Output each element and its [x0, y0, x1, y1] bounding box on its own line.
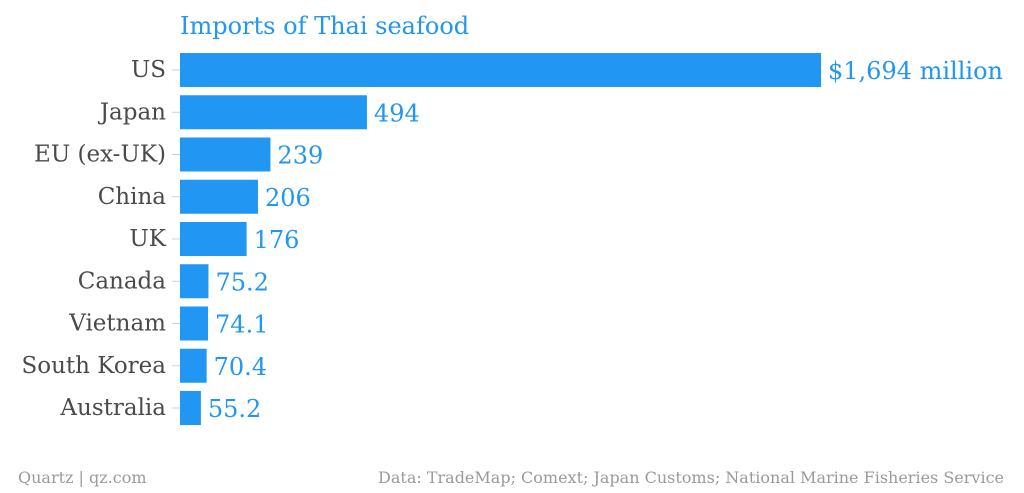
- category-label-us: US: [131, 57, 166, 83]
- bar-canada: [180, 264, 209, 299]
- category-label-canada: Canada: [78, 268, 167, 294]
- value-label-us: $1,694 million: [828, 57, 1003, 85]
- chart-title: Imports of Thai seafood: [180, 12, 469, 40]
- category-label-eu-ex-uk: EU (ex-UK): [34, 142, 166, 168]
- bars-layer: US $1,694 million Japan 494 EU (ex-UK) 239 Chi…: [21, 53, 1003, 425]
- bar-japan: [180, 95, 367, 130]
- category-label-china: China: [98, 184, 167, 210]
- bar-us: [180, 53, 821, 87]
- value-label-uk: 176: [254, 226, 300, 254]
- bar-vietnam: [180, 306, 209, 341]
- footer-credit: Quartz | qz.com: [18, 468, 147, 487]
- value-label-canada: 75.2: [215, 268, 268, 296]
- value-label-japan: 494: [374, 99, 420, 127]
- bar-uk: [180, 222, 247, 256]
- category-label-south-korea: South Korea: [21, 353, 166, 379]
- bar-eu-ex-uk: [180, 137, 271, 172]
- value-label-south-korea: 70.4: [214, 353, 267, 381]
- value-label-australia: 55.2: [208, 395, 261, 423]
- value-label-eu-ex-uk: 239: [277, 142, 323, 170]
- category-label-vietnam: Vietnam: [68, 311, 166, 337]
- bar-china: [180, 179, 258, 214]
- category-label-australia: Australia: [59, 395, 166, 421]
- value-label-china: 206: [265, 184, 311, 212]
- bar-south-korea: [180, 348, 207, 383]
- value-label-vietnam: 74.1: [215, 311, 268, 339]
- footer-source: Data: TradeMap; Comext; Japan Customs; N…: [378, 468, 1004, 487]
- category-label-japan: Japan: [98, 99, 166, 125]
- category-label-uk: UK: [129, 226, 166, 252]
- bar-australia: [180, 391, 201, 425]
